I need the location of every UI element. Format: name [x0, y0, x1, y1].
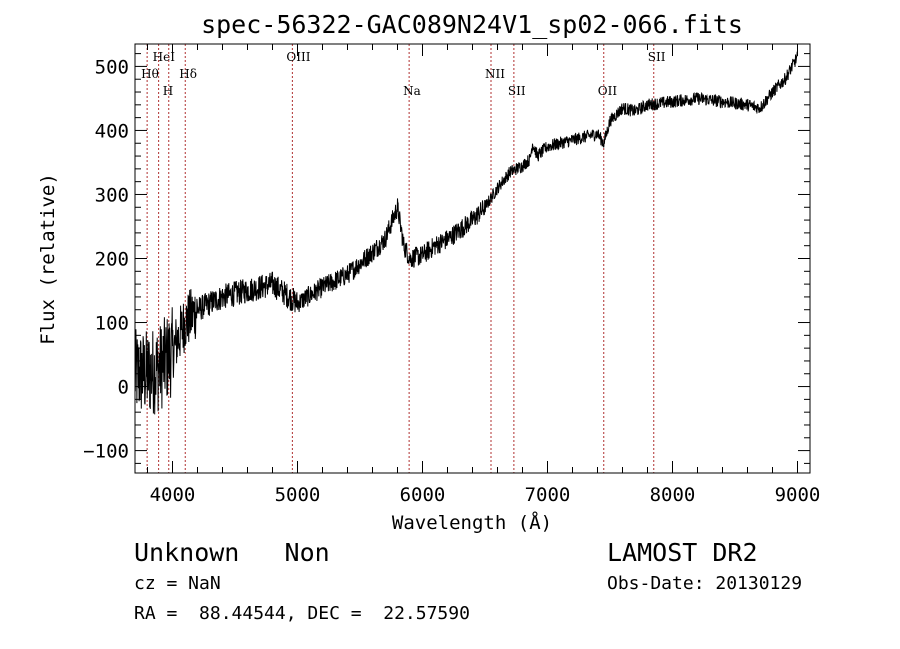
emission-line-label: NII	[485, 67, 505, 81]
y-tick-label: 400	[95, 120, 129, 142]
y-tick-label: 300	[95, 184, 129, 206]
y-axis-ticks: −100 0 100 200 300 400 500	[83, 53, 810, 464]
emission-line-label: HeI	[153, 50, 176, 64]
y-axis-label: Flux (relative)	[37, 173, 59, 345]
x-tick-label: 8000	[650, 484, 696, 506]
x-tick-label: 5000	[275, 484, 321, 506]
emission-line-label: SII	[508, 84, 526, 98]
x-tick-label: 9000	[775, 484, 821, 506]
x-tick-label: 6000	[400, 484, 446, 506]
y-tick-label: 500	[95, 56, 129, 78]
y-tick-label: 200	[95, 249, 129, 271]
ra-dec-label: RA = 88.44544, DEC = 22.57590	[134, 603, 470, 624]
spectrum-series-line	[134, 51, 798, 415]
survey-label: LAMOST DR2	[607, 538, 758, 567]
object-class-label: Unknown Non	[134, 538, 330, 567]
emission-line-label: SII	[648, 50, 666, 64]
plot-frame	[134, 43, 811, 474]
emission-line-label: OII	[598, 84, 618, 98]
emission-line-label: H	[163, 84, 173, 98]
obs-date-label: Obs-Date: 20130129	[607, 573, 803, 594]
emission-line-label: Na	[403, 84, 421, 98]
y-tick-label: 0	[118, 377, 129, 399]
chart-title: spec-56322-GAC089N24V1_sp02-066.fits	[201, 10, 743, 39]
x-axis-label: Wavelength (Å)	[392, 511, 552, 534]
redshift-label: cz = NaN	[134, 573, 221, 594]
x-axis-ticks: 4000 5000 6000 7000 8000 9000	[147, 44, 821, 506]
x-tick-label: 7000	[525, 484, 571, 506]
y-tick-label: 100	[95, 313, 129, 335]
x-tick-label: 4000	[150, 484, 196, 506]
emission-line-label: Hθ	[141, 67, 159, 81]
emission-line-label: OIII	[286, 50, 310, 64]
emission-line-label: Hδ	[179, 67, 197, 81]
y-tick-label: −100	[83, 441, 129, 463]
